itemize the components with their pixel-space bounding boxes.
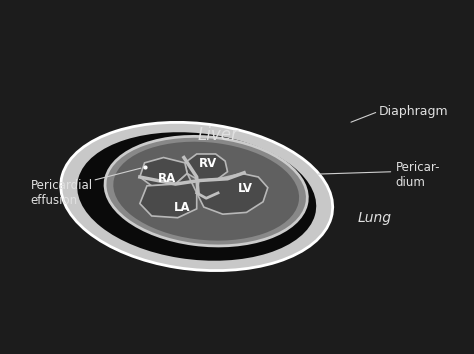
Text: LV: LV <box>238 182 253 195</box>
Polygon shape <box>197 173 268 214</box>
Polygon shape <box>185 154 228 181</box>
Ellipse shape <box>61 122 333 270</box>
Ellipse shape <box>68 158 117 221</box>
Text: Diaphragm: Diaphragm <box>379 105 449 118</box>
Text: LA: LA <box>174 201 191 213</box>
Polygon shape <box>140 173 197 218</box>
Polygon shape <box>140 158 187 186</box>
Text: RA: RA <box>158 172 176 184</box>
Text: Pericardial
effusion: Pericardial effusion <box>31 179 93 207</box>
Ellipse shape <box>105 136 307 246</box>
Ellipse shape <box>113 142 299 241</box>
Ellipse shape <box>77 132 316 261</box>
Text: Lung: Lung <box>358 211 392 225</box>
Text: Pericar-
dium: Pericar- dium <box>396 161 440 189</box>
Text: RV: RV <box>199 158 217 170</box>
Text: Liver: Liver <box>198 126 238 143</box>
